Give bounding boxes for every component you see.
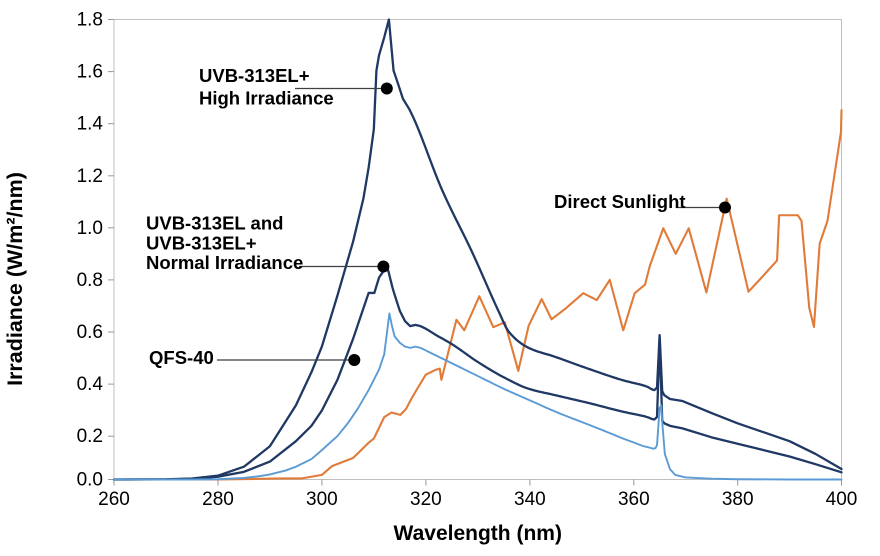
svg-text:UVB-313EL+: UVB-313EL+ xyxy=(199,65,310,86)
svg-text:1.6: 1.6 xyxy=(77,62,103,83)
svg-text:QFS-40: QFS-40 xyxy=(149,347,214,368)
svg-text:Irradiance (W/m²/nm): Irradiance (W/m²/nm) xyxy=(3,172,27,386)
svg-text:260: 260 xyxy=(98,489,130,510)
svg-text:300: 300 xyxy=(306,489,338,510)
svg-text:0.0: 0.0 xyxy=(77,470,103,491)
svg-text:Wavelength (nm): Wavelength (nm) xyxy=(394,522,562,545)
svg-text:Direct Sunlight: Direct Sunlight xyxy=(554,191,686,212)
svg-text:UVB-313EL and: UVB-313EL and xyxy=(146,213,283,234)
svg-text:280: 280 xyxy=(202,489,234,510)
svg-text:1.2: 1.2 xyxy=(77,166,103,187)
svg-text:High Irradiance: High Irradiance xyxy=(199,88,334,109)
svg-text:1.0: 1.0 xyxy=(77,218,103,239)
svg-text:UVB-313EL+: UVB-313EL+ xyxy=(146,233,257,254)
svg-text:0.2: 0.2 xyxy=(77,426,103,447)
svg-text:340: 340 xyxy=(514,489,546,510)
svg-text:1.4: 1.4 xyxy=(77,114,104,135)
svg-text:400: 400 xyxy=(826,489,858,510)
svg-text:0.8: 0.8 xyxy=(77,270,103,291)
svg-text:380: 380 xyxy=(722,489,754,510)
svg-text:320: 320 xyxy=(410,489,442,510)
svg-text:0.6: 0.6 xyxy=(77,322,103,343)
svg-text:0.4: 0.4 xyxy=(77,374,104,395)
svg-text:Normal Irradiance: Normal Irradiance xyxy=(146,252,303,273)
svg-text:360: 360 xyxy=(618,489,650,510)
svg-text:1.8: 1.8 xyxy=(77,10,103,31)
